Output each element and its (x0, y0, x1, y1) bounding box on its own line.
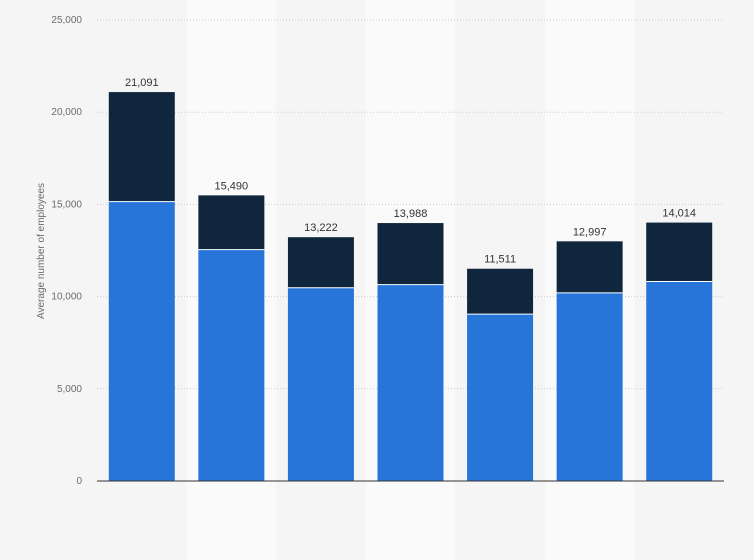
bar-seg-1-2 (287, 237, 354, 288)
data-label-0: 21,091 (125, 77, 159, 89)
data-labels: 21,091 15,490 13,222 13,988 11,511 12,997 14,0… (125, 77, 696, 266)
bar-seg-1-3 (377, 223, 444, 285)
bar-seg-0-0 (108, 201, 175, 481)
data-label-3: 13,988 (394, 208, 428, 220)
y-axis-label: Average number of employees (36, 183, 47, 319)
y-axis-ticks: 0 5,000 10,000 15,000 20,000 25,000 (51, 15, 82, 487)
bar-seg-1-5 (556, 241, 623, 293)
bar-seg-0-1 (198, 249, 265, 481)
y-tick-label: 20,000 (51, 107, 82, 118)
bar-seg-0-6 (646, 281, 713, 481)
y-tick-label: 15,000 (51, 199, 82, 210)
bar-seg-0-5 (556, 292, 623, 481)
data-label-6: 14,014 (662, 208, 696, 220)
bar-seg-0-3 (377, 284, 444, 481)
data-label-2: 13,222 (304, 222, 338, 234)
data-label-5: 12,997 (573, 226, 607, 238)
y-tick-label: 25,000 (51, 15, 82, 26)
y-tick-label: 5,000 (57, 384, 82, 395)
bar-seg-1-4 (467, 268, 534, 315)
data-label-1: 15,490 (215, 180, 249, 192)
bar-seg-1-6 (646, 222, 713, 282)
bars (108, 92, 713, 481)
bar-seg-0-4 (467, 314, 534, 481)
bar-seg-1-0 (108, 92, 175, 202)
data-label-4: 11,511 (484, 254, 516, 266)
y-tick-label: 10,000 (51, 292, 82, 303)
bar-seg-0-2 (287, 287, 354, 481)
y-tick-label: 0 (76, 476, 82, 487)
bar-seg-1-1 (198, 195, 265, 250)
